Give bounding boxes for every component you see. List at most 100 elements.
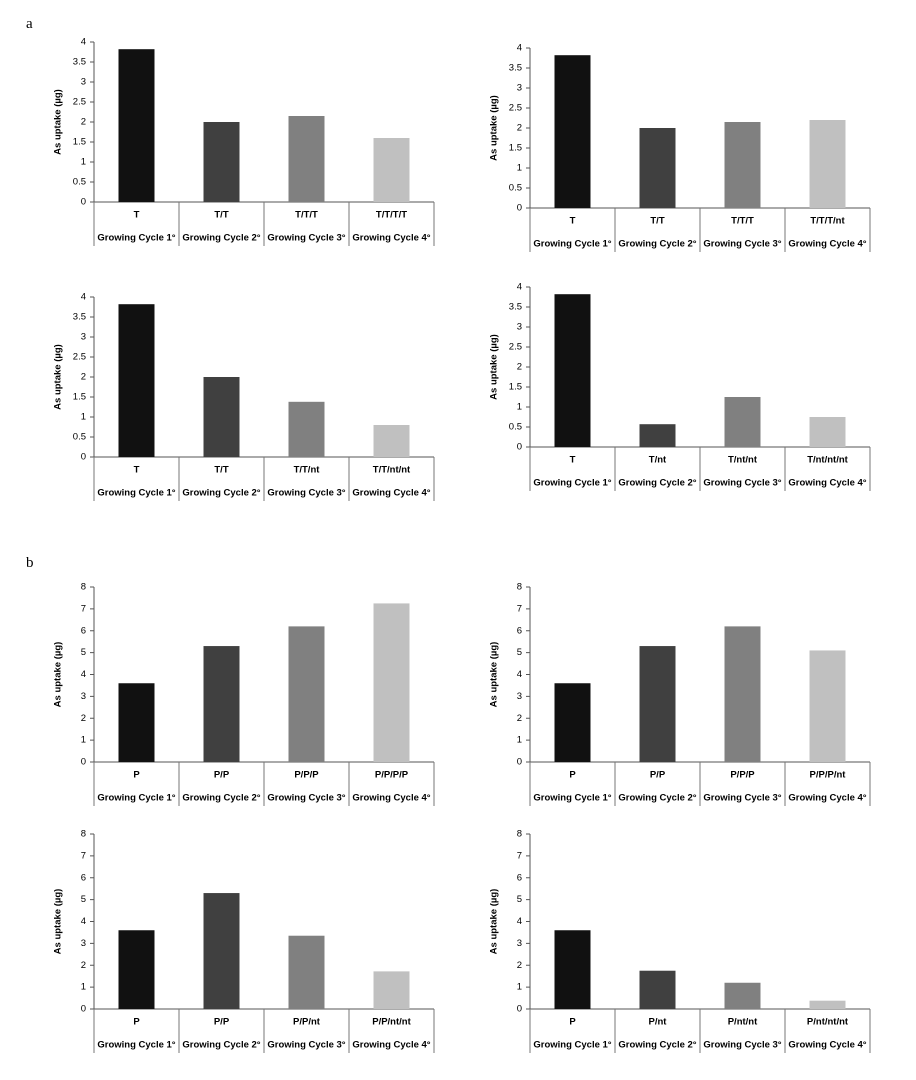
chart-a-3-category-label: T/T/nt: [294, 465, 321, 476]
chart-a-4-ytick-label: 0: [517, 442, 522, 453]
chart-b-3-group-label: Growing Cycle 4°: [352, 1040, 430, 1051]
chart-b-1-group-label: Growing Cycle 4°: [352, 793, 430, 804]
chart-b-2-category-label: P/P/P: [730, 770, 755, 781]
chart-b-3-bar-4: [373, 971, 410, 1009]
chart-a-1-group-label: Growing Cycle 4°: [352, 233, 430, 244]
chart-b-4-ytick-label: 6: [517, 872, 522, 883]
chart-b-3: As uptake (µg) 0 1 2 3 4 5 6 7 8 P Growing Cycle 1°…: [53, 829, 435, 1053]
chart-a-4-group-label: Growing Cycle 4°: [788, 478, 866, 489]
chart-b-2-group-label: Growing Cycle 1°: [533, 793, 611, 804]
chart-b-4-group-label: Growing Cycle 1°: [533, 1040, 611, 1051]
chart-a-2-category-label: T/T/T: [731, 216, 754, 227]
chart-b-4-ylabel: As uptake (µg): [489, 889, 500, 955]
chart-b-1-category-label: P: [133, 770, 140, 781]
chart-a-2-group-label: Growing Cycle 4°: [788, 239, 866, 250]
chart-a-2-ytick-label: 3.5: [509, 63, 522, 74]
chart-a-4-ytick-label: 2: [517, 362, 522, 373]
chart-b-3-category-label: P/P/nt: [293, 1017, 321, 1028]
chart-a-3-group-label: Growing Cycle 2°: [182, 488, 260, 499]
chart-b-4-category-label: P: [569, 1017, 576, 1028]
chart-a-2-bar-2: [639, 128, 676, 208]
chart-a-3-ytick-label: 0.5: [73, 432, 86, 443]
chart-b-1-bar-1: [118, 683, 155, 762]
chart-a-2-bar-4: [809, 120, 846, 208]
chart-b-1-bar-4: [373, 603, 410, 762]
chart-b-3-ytick-label: 7: [81, 850, 86, 861]
chart-b-2-category-label: P: [569, 770, 576, 781]
chart-b-3-group-label: Growing Cycle 2°: [182, 1040, 260, 1051]
chart-b-1-ytick-label: 8: [81, 582, 86, 593]
chart-b-3-ytick-label: 4: [81, 916, 86, 927]
chart-a-3-group-label: Growing Cycle 1°: [97, 488, 175, 499]
chart-a-4: As uptake (µg) 0 0.5 1 1.5 2 2.5 3 3.5 4 T Growing …: [489, 282, 871, 491]
chart-b-4-bar-4: [809, 1000, 846, 1009]
chart-a-4-bar-4: [809, 417, 846, 447]
chart-a-3-bar-1: [118, 304, 155, 457]
chart-a-3-category-label: T: [134, 465, 140, 476]
chart-b-2-ytick-label: 1: [517, 735, 522, 746]
chart-b-2-ytick-label: 3: [517, 691, 522, 702]
chart-a-4-category-label: T/nt: [649, 455, 667, 466]
chart-b-4-ytick-label: 7: [517, 850, 522, 861]
chart-a-1-ytick-label: 1.5: [73, 137, 86, 148]
chart-a-2-ytick-label: 1: [517, 163, 522, 174]
chart-b-3-ytick-label: 3: [81, 938, 86, 949]
chart-b-4-ytick-label: 0: [517, 1004, 522, 1015]
chart-b-4-ytick-label: 8: [517, 829, 522, 840]
chart-a-1-category-label: T/T: [214, 210, 228, 221]
chart-b-1-ylabel: As uptake (µg): [53, 642, 64, 708]
chart-a-2-category-label: T: [570, 216, 576, 227]
chart-b-1-ytick-label: 1: [81, 735, 86, 746]
chart-b-4-category-label: P/nt: [649, 1017, 668, 1028]
chart-a-2-ytick-label: 2: [517, 123, 522, 134]
chart-b-3-category-label: P: [133, 1017, 140, 1028]
chart-a-3-ylabel: As uptake (µg): [53, 344, 64, 410]
chart-b-3-ytick-label: 5: [81, 894, 86, 905]
chart-b-1-ytick-label: 2: [81, 713, 86, 724]
chart-a-3-category-label: T/T: [214, 465, 228, 476]
chart-a-4-group-label: Growing Cycle 3°: [703, 478, 781, 489]
chart-a-4-ytick-label: 1: [517, 402, 522, 413]
chart-b-2-ytick-label: 2: [517, 713, 522, 724]
chart-b-1-bar-3: [288, 626, 325, 762]
chart-b-4-ytick-label: 4: [517, 916, 522, 927]
chart-a-3-ytick-label: 2.5: [73, 352, 86, 363]
chart-b-4-ytick-label: 1: [517, 982, 522, 993]
chart-a-1-ytick-label: 2.5: [73, 97, 86, 108]
chart-a-1-ytick-label: 0.5: [73, 177, 86, 188]
chart-a-2-group-label: Growing Cycle 1°: [533, 239, 611, 250]
chart-a-4-ytick-label: 3.5: [509, 302, 522, 313]
chart-b-1-ytick-label: 6: [81, 625, 86, 636]
chart-b-4-category-label: P/nt/nt: [728, 1017, 758, 1028]
chart-a-4-bar-2: [639, 424, 676, 447]
chart-b-1-ytick-label: 5: [81, 647, 86, 658]
chart-a-2-ytick-label: 1.5: [509, 143, 522, 154]
chart-b-2-ytick-label: 5: [517, 647, 522, 658]
chart-a-2-bar-1: [554, 55, 591, 209]
chart-a-2-category-label: T/T: [650, 216, 664, 227]
chart-b-4-group-label: Growing Cycle 4°: [788, 1040, 866, 1051]
chart-a-4-category-label: T/nt/nt: [728, 455, 758, 466]
chart-b-2-category-label: P/P/P/nt: [810, 770, 847, 781]
chart-b-1-bar-2: [203, 646, 240, 762]
chart-a-1: As uptake (µg) 0 0.5 1 1.5 2 2.5 3 3.5 4 T Growing …: [53, 37, 435, 246]
chart-b-1: As uptake (µg) 0 1 2 3 4 5 6 7 8 P Growing Cycle 1°…: [53, 582, 435, 806]
chart-b-2-ytick-label: 4: [517, 669, 522, 680]
chart-a-2-group-label: Growing Cycle 3°: [703, 239, 781, 250]
chart-a-3-bar-2: [203, 377, 240, 457]
chart-b-3-bar-3: [288, 935, 325, 1009]
chart-a-3-ytick-label: 1: [81, 412, 86, 423]
chart-a-1-category-label: T/T/T: [295, 210, 318, 221]
chart-a-4-ytick-label: 2.5: [509, 342, 522, 353]
chart-a-3-group-label: Growing Cycle 3°: [267, 488, 345, 499]
chart-b-4-bar-1: [554, 930, 591, 1009]
chart-a-1-ytick-label: 2: [81, 117, 86, 128]
chart-b-2-bar-1: [554, 683, 591, 762]
chart-a-1-ytick-label: 3.5: [73, 57, 86, 68]
chart-a-3-ytick-label: 4: [81, 292, 86, 303]
chart-b-4-bar-2: [639, 970, 676, 1009]
chart-b-3-category-label: P/P: [214, 1017, 230, 1028]
chart-a-3-ytick-label: 1.5: [73, 392, 86, 403]
chart-b-3-bar-2: [203, 893, 240, 1009]
chart-b-4-category-label: P/nt/nt/nt: [807, 1017, 849, 1028]
